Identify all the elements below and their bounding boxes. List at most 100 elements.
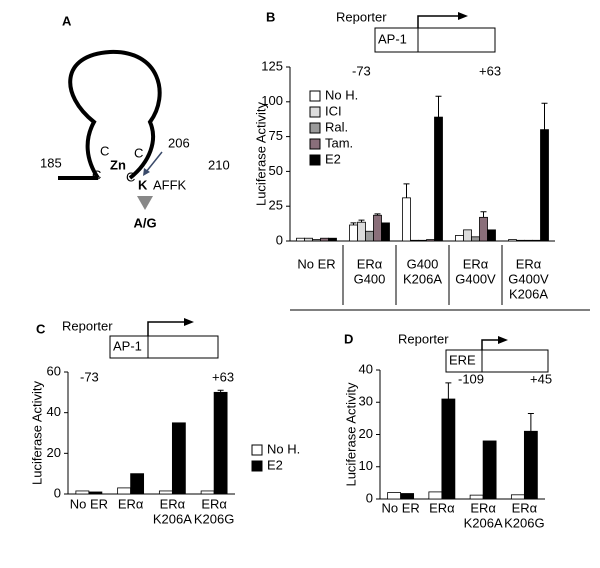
x-tick-label: K206A [464, 515, 503, 530]
reporter-end: +45 [530, 371, 552, 386]
bar [213, 391, 228, 495]
bar [75, 490, 90, 495]
bar [158, 490, 173, 495]
y-tick-label: 40 [359, 361, 373, 376]
tss-arrow-head [498, 336, 508, 344]
bar [510, 494, 525, 500]
bar [200, 490, 215, 495]
bar [487, 229, 496, 242]
x-tick-label: ERα [470, 500, 496, 515]
y-tick-label: 20 [47, 445, 61, 460]
reporter-element: ERE [449, 352, 476, 367]
y-axis-title: Luciferase Activity [343, 382, 358, 487]
y-tick-label: 125 [261, 58, 283, 73]
legend-label: ICI [325, 103, 342, 118]
legend-swatch [309, 122, 321, 134]
bar [428, 491, 443, 500]
legend-label: Tam. [325, 135, 353, 150]
y-tick-label: 0 [366, 490, 373, 505]
bar [88, 491, 103, 495]
x-tick-label: K206G [194, 511, 234, 526]
error-bar [445, 382, 452, 400]
bar [349, 224, 358, 242]
reporter-end: +63 [479, 63, 501, 78]
mutation-arrow [137, 196, 153, 210]
reporter-element: AP-1 [378, 31, 407, 46]
panel-a: A 185 C C C C Zn 206 210 K AFFK A/G [40, 13, 230, 230]
bar [328, 237, 337, 242]
panel-label: A [62, 13, 72, 28]
bar [130, 473, 145, 495]
x-tick-label: ERα [160, 496, 186, 511]
y-axis-title: Luciferase Activity [29, 380, 44, 485]
residue-start: 185 [40, 155, 62, 170]
reporter-box [445, 349, 549, 373]
bar [410, 239, 419, 242]
y-tick-label: 30 [359, 394, 373, 409]
residue-206: 206 [168, 135, 190, 150]
x-tick-label: ERα [463, 256, 489, 271]
bar [387, 492, 402, 500]
reporter-element: AP-1 [113, 338, 142, 353]
bar [312, 239, 321, 242]
bar [524, 239, 533, 242]
bar [479, 216, 488, 242]
x-tick-label: No ER [381, 500, 419, 515]
x-tick-label: ERα [201, 496, 227, 511]
bar [516, 239, 525, 242]
bar [441, 398, 456, 500]
legend-swatch [309, 106, 321, 118]
bar [381, 222, 390, 242]
bar [482, 440, 497, 500]
error-bar [435, 95, 442, 118]
y-tick-label: 75 [269, 128, 283, 143]
x-tick-label: ERα [118, 496, 144, 511]
zinc-finger [58, 49, 162, 180]
x-tick-label: K206G [504, 515, 544, 530]
y-tick-label: 20 [359, 426, 373, 441]
bar [296, 237, 305, 242]
arrow-head [143, 168, 150, 176]
reporter-label: Reporter [336, 9, 387, 24]
reporter-end: +63 [212, 369, 234, 384]
y-tick-label: 50 [269, 163, 283, 178]
legend-label: No H. [325, 87, 358, 102]
tss-arrow-head [184, 318, 194, 326]
bar [434, 116, 443, 242]
reporter-box [374, 27, 496, 53]
x-tick-label: K206A [403, 271, 442, 286]
bar [469, 494, 484, 500]
tss-arrow-head [458, 12, 468, 20]
bar [365, 230, 374, 242]
y-tick-label: 100 [261, 93, 283, 108]
x-tick-label: G400V [455, 271, 496, 286]
bar [508, 239, 517, 242]
bar [426, 239, 435, 242]
error-bar [527, 413, 534, 432]
bar [304, 237, 313, 242]
cys: C [134, 145, 143, 160]
bar [471, 236, 480, 242]
bar [463, 229, 472, 242]
legend-swatch [309, 90, 321, 102]
reporter-label: Reporter [62, 318, 113, 333]
bar [357, 221, 366, 242]
bar [117, 487, 132, 495]
bar [400, 493, 415, 500]
panel-label: C [36, 321, 46, 336]
bar [455, 235, 464, 242]
x-tick-label: G400 [354, 271, 386, 286]
y-tick-label: 10 [359, 458, 373, 473]
bar [532, 239, 541, 242]
bar [523, 430, 538, 500]
cys: C [92, 167, 101, 182]
x-tick-label: ERα [516, 256, 542, 271]
legend-swatch [251, 444, 263, 456]
x-tick-label: K206A [509, 286, 548, 301]
bar [320, 237, 329, 242]
cys: C [100, 143, 109, 158]
x-tick-label: G400V [508, 271, 549, 286]
x-tick-label: No ER [70, 496, 108, 511]
legend-label: E2 [325, 151, 341, 166]
